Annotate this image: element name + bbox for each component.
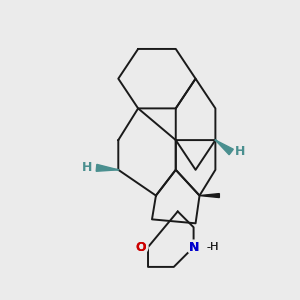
Polygon shape [215, 140, 233, 155]
Text: N: N [188, 241, 199, 254]
Polygon shape [200, 194, 219, 198]
Text: N: N [188, 241, 199, 254]
Text: -H: -H [206, 242, 219, 252]
Circle shape [134, 240, 148, 254]
Circle shape [187, 240, 200, 254]
Text: O: O [136, 241, 146, 254]
Text: H: H [82, 161, 92, 174]
Text: H: H [235, 146, 246, 158]
Text: -H: -H [206, 242, 219, 252]
Text: O: O [136, 241, 146, 254]
Polygon shape [96, 164, 118, 171]
